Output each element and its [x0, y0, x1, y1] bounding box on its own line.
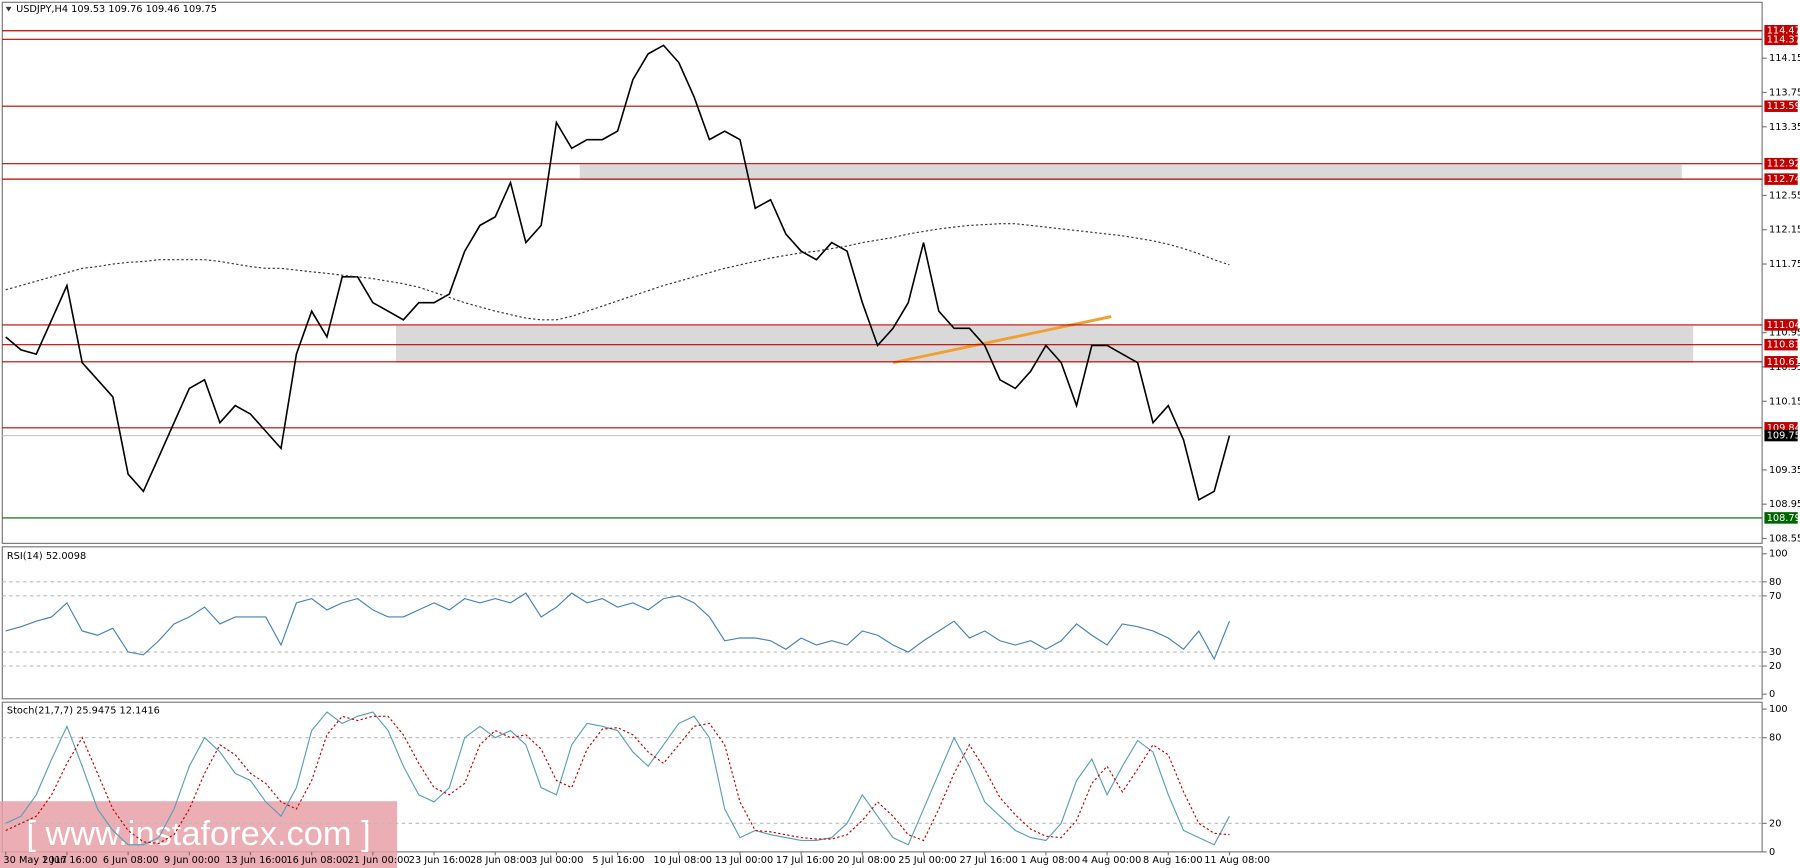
level-label-box [1764, 33, 1798, 46]
line-secondary [5, 715, 1230, 844]
y-tick-label: 20 [1769, 818, 1781, 829]
stoch-panel [1, 701, 1763, 853]
x-tick-label: 25 Jul 00:00 [898, 855, 956, 866]
level-label-box [1764, 422, 1798, 434]
x-tick-label: 3 Jul 00:00 [531, 855, 583, 866]
y-tick-label: 108.95 [1769, 499, 1800, 510]
y-tick-label: 0 [1769, 689, 1775, 700]
zone [579, 164, 1682, 180]
x-tick-label: 11 Aug 08:00 [1204, 855, 1270, 866]
x-tick-label: 13 Jul 00:00 [715, 855, 773, 866]
x-tick-label: 6 Jun 08:00 [103, 855, 159, 866]
level-label: 111.04 [1767, 320, 1800, 331]
x-tick-label: 1 Aug 08:00 [1021, 855, 1081, 866]
y-tick-label: 80 [1769, 577, 1781, 588]
x-tick-label: 1 Jun 16:00 [42, 855, 98, 866]
y-tick-label: 70 [1769, 591, 1781, 602]
level-label: 108.79 [1767, 513, 1800, 524]
level-label: 110.81 [1767, 340, 1800, 351]
y-tick-label: 20 [1769, 661, 1781, 672]
y-tick-label: 114.15 [1769, 53, 1800, 64]
x-tick-label: 28 Jun 08:00 [470, 855, 532, 866]
line-secondary [5, 223, 1230, 321]
y-tick-label: 112.15 [1769, 225, 1800, 236]
x-tick-label: 23 Jun 16:00 [409, 855, 471, 866]
y-tick-label: 100 [1769, 549, 1788, 560]
watermark: [ www.instaforex.com ] [26, 815, 370, 853]
level-label-box [1764, 100, 1798, 112]
y-tick-label: 113.35 [1769, 122, 1800, 133]
level-label-box [1764, 173, 1798, 185]
level-label: 112.92 [1767, 159, 1800, 170]
level-label: 109.84 [1767, 423, 1800, 434]
x-tick-label: 17 Jul 16:00 [776, 855, 834, 866]
line [5, 711, 1230, 846]
level-label-box [1764, 338, 1798, 351]
level-label-box [1764, 356, 1798, 368]
rsi-title: RSI(14) 52.0098 [7, 551, 86, 562]
menu-icon [5, 6, 12, 12]
level-label-box [1764, 157, 1798, 170]
y-tick-label: 113.75 [1769, 87, 1800, 98]
trend-line [892, 315, 1112, 365]
y-tick-label: 108.55 [1769, 533, 1800, 544]
x-tick-label: 13 Jun 16:00 [225, 855, 287, 866]
y-tick-label: 30 [1769, 647, 1781, 658]
level-label: 110.61 [1767, 357, 1800, 368]
level-label: 114.47 [1767, 26, 1800, 37]
y-tick-label: 80 [1769, 733, 1781, 744]
y-tick-label: 110.15 [1769, 396, 1800, 407]
x-tick-label: 30 May 2017 [3, 855, 67, 866]
y-tick-label: 0 [1769, 847, 1775, 858]
level-label-box [1764, 429, 1798, 442]
level-label: 109.75 [1767, 431, 1800, 442]
x-tick-label: 5 Jul 16:00 [592, 855, 644, 866]
level-label: 112.74 [1767, 174, 1800, 185]
x-tick-label: 20 Jul 08:00 [837, 855, 895, 866]
main-panel [1, 1, 1763, 544]
x-tick-label: 27 Jul 16:00 [959, 855, 1017, 866]
x-tick-label: 4 Aug 00:00 [1082, 855, 1142, 866]
main-title: USDJPY,H4 109.53 109.76 109.46 109.75 [16, 4, 217, 15]
stoch-title: Stoch(21,7,7) 25.9475 12.1416 [7, 705, 160, 716]
x-tick-label: 8 Aug 16:00 [1143, 855, 1203, 866]
line [5, 44, 1231, 502]
level-label: 114.37 [1767, 34, 1800, 45]
watermark-box [0, 801, 398, 868]
level-label: 113.59 [1767, 101, 1800, 112]
line [5, 592, 1230, 661]
level-label-box [1764, 24, 1798, 37]
x-tick-label: 16 Jun 08:00 [286, 855, 348, 866]
y-tick-label: 111.75 [1769, 259, 1800, 270]
y-tick-label: 100 [1769, 704, 1788, 715]
level-label-box [1764, 319, 1798, 331]
rsi-panel [1, 546, 1763, 700]
x-tick-label: 10 Jul 08:00 [654, 855, 712, 866]
x-tick-label: 9 Jun 00:00 [164, 855, 220, 866]
x-tick-label: 21 Jun 00:00 [348, 855, 410, 866]
y-tick-label: 110.95 [1769, 328, 1800, 339]
y-tick-label: 109.35 [1769, 465, 1800, 476]
level-label-box [1764, 512, 1798, 524]
y-tick-label: 112.55 [1769, 190, 1800, 201]
